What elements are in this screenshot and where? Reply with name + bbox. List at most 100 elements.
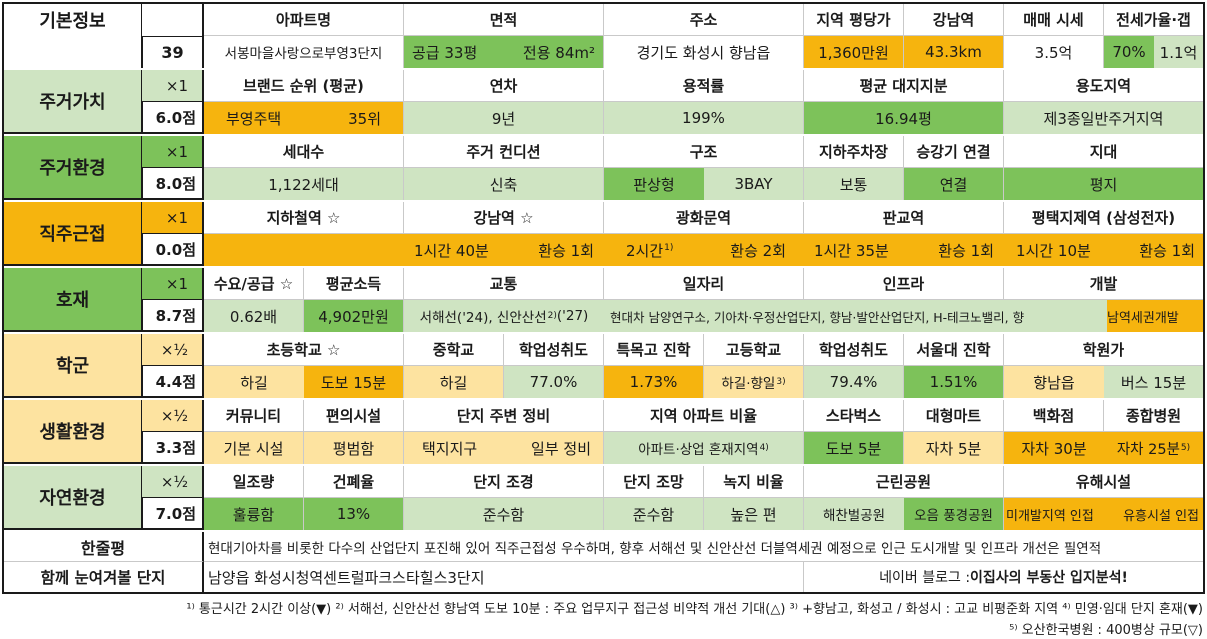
blog-prefix: 네이버 블로그 : [879, 570, 971, 586]
starbucks-value: 도보 5분 [804, 432, 904, 464]
school-score: 4.4점 [142, 365, 204, 396]
header-dev: 개발 [1004, 268, 1203, 300]
header-hazard: 유해시설 [1004, 466, 1203, 498]
price-per-pyeong-value: 1,360만원 [804, 36, 904, 68]
header-park: 근린공원 [804, 466, 1004, 498]
header-price-per-pyeong: 지역 평당가 [804, 4, 904, 36]
header-view: 단지 조망 [604, 466, 704, 498]
apt-ratio-text: 아파트·상업 혼재지역 [638, 442, 759, 458]
header-condition: 주거 컨디션 [404, 136, 604, 168]
header-area: 면적 [404, 4, 604, 36]
header-zoning: 용도지역 [1004, 70, 1203, 102]
dev-value: 남역세권개발 [1107, 300, 1203, 332]
header-parking: 지하주차장 [804, 136, 904, 168]
high-value: 하길·향일 3) [704, 366, 804, 398]
hospital-footnote-mark: 5) [1180, 443, 1191, 453]
footnote-line-1: ¹⁾ 통근시간 2시간 이상(▼) ²⁾ 서해선, 신안산선 향남역 도보 10… [186, 602, 1203, 617]
gwanghwamun-transfer: 환승 2회 [730, 241, 786, 260]
green-value: 높은 편 [704, 498, 804, 530]
landscape-value: 준수함 [404, 498, 604, 530]
nature-section: 자연환경 ×½ 7.0점 일조량 건폐율 단지 조경 단지 조망 녹지 비율 근… [4, 466, 1203, 530]
elementary-dist-value: 도보 15분 [304, 366, 404, 398]
development-section: 호재 ×1 8.7점 수요/공급 ☆ 평균소득 교통 일자리 인프라 개발 0.… [4, 268, 1203, 332]
gangnam-distance-value: 43.3km [904, 36, 1004, 68]
header-apt-ratio: 지역 아파트 비율 [604, 400, 804, 432]
header-jeonse: 전세가율·갭 [1104, 4, 1203, 36]
header-middle-score: 학업성취도 [504, 334, 604, 366]
view-value: 준수함 [604, 498, 704, 530]
header-far: 용적률 [604, 70, 804, 102]
gwanghwamun-time: 2시간 [626, 241, 664, 260]
zoning-value: 제3종일반주거지역 [1004, 102, 1203, 134]
convenience-value: 평범함 [304, 432, 404, 464]
header-elevator: 승강기 연결 [904, 136, 1004, 168]
basic-info-section: 기본정보 39 아파트명 면적 주소 지역 평당가 강남역 매매 시세 전세가율… [4, 4, 1203, 68]
pangyo-transfer: 환승 1회 [938, 241, 994, 260]
mart-value: 자차 5분 [904, 432, 1004, 464]
header-structure: 구조 [604, 136, 804, 168]
header-jobs: 일자리 [604, 268, 804, 300]
header-households: 세대수 [204, 136, 404, 168]
park-a-value: 해찬벌공원 [804, 498, 904, 530]
development-score: 8.7점 [142, 299, 204, 330]
living-value-mult: ×1 [142, 70, 204, 101]
header-gangnam-station: 강남역 ☆ [404, 202, 604, 234]
gangnam-time: 1시간 40분 [414, 241, 489, 260]
header-land-share: 평균 대지지분 [804, 70, 1004, 102]
transport-tail: ('27) [556, 308, 589, 324]
nature-score: 7.0점 [142, 497, 204, 528]
nature-title: 자연환경 [4, 466, 142, 528]
surround-a: 택지지구 [422, 439, 478, 458]
related-text: 남양읍 화성시청역센트럴파크스타힐스3단지 [204, 562, 804, 592]
middle-score-value: 77.0% [504, 366, 604, 398]
living-env-section: 주거환경 ×1 8.0점 세대수 주거 컨디션 구조 지하주차장 승강기 연결 … [4, 136, 1203, 200]
transport-text: 서해선('24), 신안산선 [419, 310, 547, 326]
hazard-a: 미개발지역 인접 [1006, 508, 1094, 524]
parking-value: 보통 [804, 168, 904, 200]
income-value: 4,902만원 [304, 300, 404, 332]
header-age: 연차 [404, 70, 604, 102]
header-apartment: 아파트명 [204, 4, 404, 36]
area-values: 공급 33평 전용 84m² [404, 36, 604, 68]
nature-mult: ×½ [142, 466, 204, 497]
high-text: 하길·향일 [721, 376, 776, 392]
dept-value: 자차 30분 [1004, 432, 1104, 464]
brand-rank: 35위 [348, 109, 381, 128]
age-value: 9년 [404, 102, 604, 134]
pangyo-time: 1시간 35분 [814, 241, 889, 260]
elementary-value: 하길 [204, 366, 304, 398]
header-landscape: 단지 조경 [404, 466, 604, 498]
basic-index: 39 [142, 36, 204, 68]
transport-footnote-mark: 2) [547, 311, 557, 321]
hospital-value: 자차 25분 5) [1104, 432, 1203, 464]
summary-text: 현대기아차를 비롯한 다수의 산업단지 포진해 있어 직주근접성 우수하며, 향… [204, 532, 1203, 562]
header-gangnam: 강남역 [904, 4, 1004, 36]
transport-value: 서해선('24), 신안산선 2) ('27) [404, 300, 604, 332]
summary-section: 한줄평 현대기아차를 비롯한 다수의 산업단지 포진해 있어 직주근접성 우수하… [4, 532, 1203, 592]
life-env-title: 생활환경 [4, 400, 142, 462]
living-value-title: 주거가치 [4, 70, 142, 132]
subway-value [204, 234, 404, 266]
pyeongtaek-commute: 1시간 10분 환승 1회 [1004, 234, 1203, 266]
school-mult: ×½ [142, 334, 204, 365]
header-infra: 인프라 [804, 268, 1004, 300]
header-income: 평균소득 [304, 268, 404, 300]
gangnam-transfer: 환승 1회 [538, 241, 594, 260]
living-value-score: 6.0점 [142, 101, 204, 132]
surround-b: 일부 정비 [531, 439, 591, 458]
header-hospital: 종합병원 [1104, 400, 1203, 432]
gap-value: 1.1억 [1154, 36, 1203, 68]
header-pangyo: 판교역 [804, 202, 1004, 234]
header-elementary: 초등학교 ☆ [204, 334, 404, 366]
header-gwanghwamun: 광화문역 [604, 202, 804, 234]
commute-mult: ×1 [142, 202, 204, 233]
school-section: 학군 ×½ 4.4점 초등학교 ☆ 중학교 학업성취도 특목고 진학 고등학교 … [4, 334, 1203, 398]
living-value-section: 주거가치 ×1 6.0점 브랜드 순위 (평균) 연차 용적률 평균 대지지분 … [4, 70, 1203, 134]
sale-price-value: 3.5억 [1004, 36, 1104, 68]
snu-value: 1.51% [904, 366, 1004, 398]
bay-value: 3BAY [704, 168, 804, 200]
pyeongtaek-transfer: 환승 1회 [1139, 241, 1195, 260]
pangyo-commute: 1시간 35분 환승 1회 [804, 234, 1004, 266]
pyeongtaek-time: 1시간 10분 [1016, 241, 1091, 260]
apartment-name: 서봉마을사랑으로부영3단지 [204, 36, 404, 68]
